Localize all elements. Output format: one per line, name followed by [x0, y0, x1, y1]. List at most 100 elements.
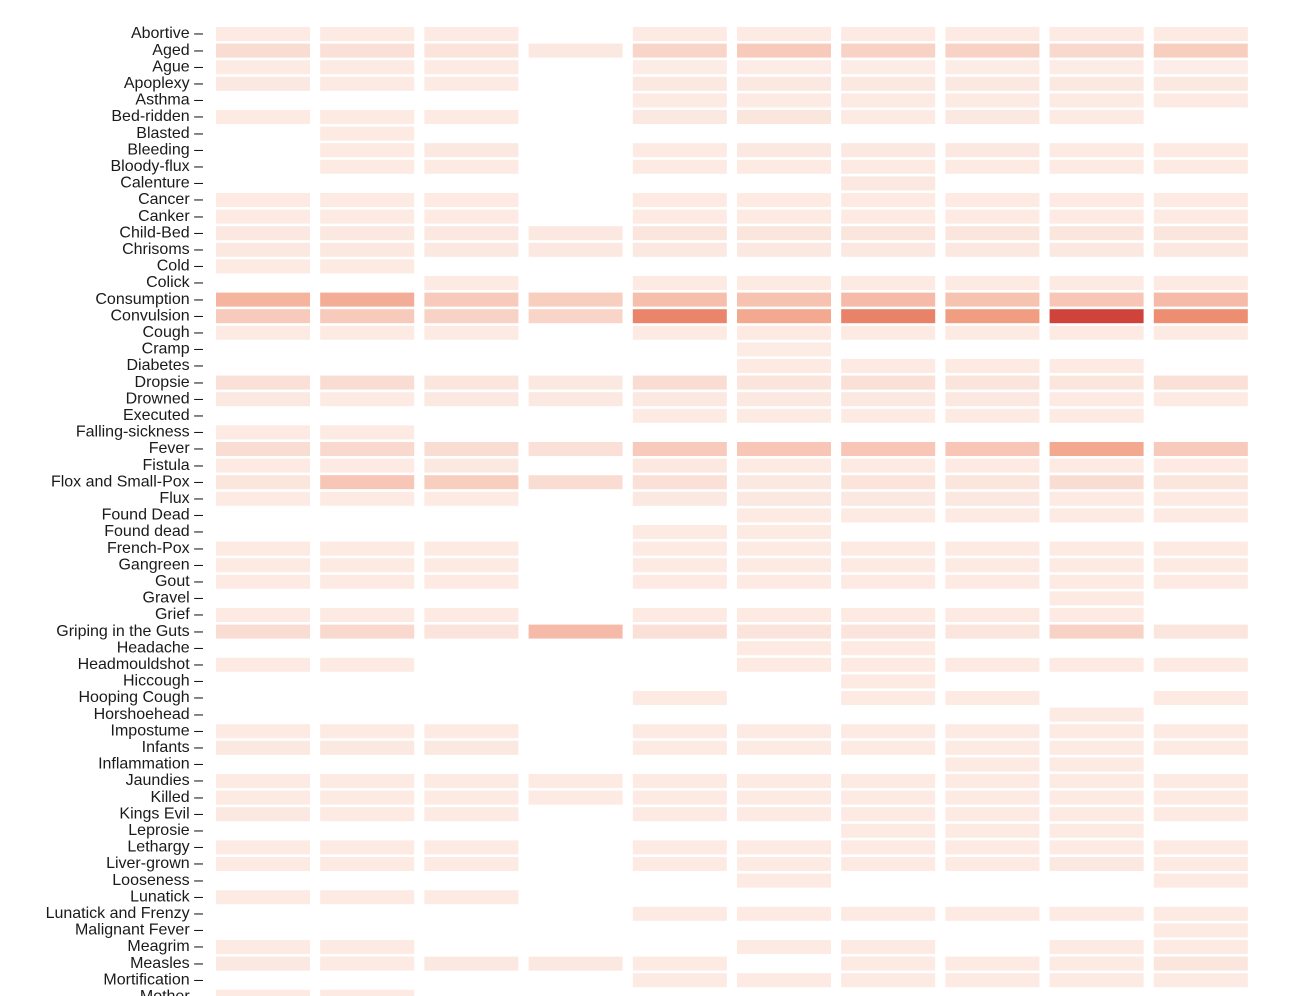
heatmap-cell	[945, 408, 1040, 423]
heatmap-cell	[737, 475, 831, 490]
heatmap-cell	[632, 541, 727, 556]
heatmap-cell	[841, 541, 936, 556]
row-label: Child-Bed –	[119, 224, 203, 241]
heatmap-cell	[320, 209, 415, 224]
heatmap-cell	[737, 940, 831, 954]
heatmap-cell	[528, 790, 623, 805]
heatmap-cell	[841, 691, 936, 705]
heatmap-cell	[320, 325, 415, 340]
heatmap-cell	[841, 857, 936, 871]
heatmap-cell	[841, 27, 936, 41]
heatmap-cell	[841, 823, 936, 838]
heatmap-cell	[632, 242, 727, 257]
heatmap-cell	[1153, 774, 1248, 788]
heatmap-cell	[216, 724, 310, 739]
heatmap-cell	[632, 608, 727, 622]
heatmap-cell	[945, 807, 1040, 822]
heatmap-cell	[1153, 458, 1248, 473]
heatmap-cell	[528, 226, 623, 241]
heatmap-cell	[737, 641, 831, 656]
row-label: Lunatick and Frenzy –	[46, 905, 204, 922]
heatmap-cell	[216, 325, 310, 340]
heatmap-cell	[1049, 707, 1144, 722]
heatmap-cell	[1153, 226, 1248, 241]
heatmap-cell	[1153, 541, 1248, 556]
heatmap-cell	[1153, 43, 1248, 58]
heatmap-cell	[216, 541, 310, 556]
heatmap-cell	[945, 491, 1040, 506]
heatmap-cell	[1049, 491, 1144, 506]
row-label: Kings Evil –	[119, 805, 203, 822]
heatmap-cell	[945, 691, 1040, 705]
heatmap-cell	[632, 790, 727, 805]
heatmap-cell	[1049, 242, 1144, 257]
row-label: Cramp –	[142, 341, 203, 358]
heatmap-cell	[737, 325, 831, 340]
heatmap-cell	[945, 193, 1040, 207]
heatmap-cell	[945, 226, 1040, 241]
heatmap-cell	[945, 558, 1040, 573]
heatmap-cell	[632, 292, 727, 307]
heatmap-cell	[216, 624, 310, 639]
heatmap-cell	[945, 657, 1040, 672]
row-label: Diabetes –	[127, 357, 204, 374]
row-label: Horshoehead –	[94, 706, 204, 723]
row-label: Bloody-flux –	[111, 158, 204, 175]
heatmap-cell	[1049, 724, 1144, 739]
heatmap-cell	[1153, 475, 1248, 490]
heatmap-cell	[320, 890, 415, 905]
heatmap-cell	[320, 574, 415, 589]
row-label: Dropsie –	[135, 374, 204, 391]
heatmap-cell	[424, 956, 519, 971]
heatmap-cell	[841, 790, 936, 805]
heatmap-cell	[216, 774, 310, 788]
heatmap-cell	[528, 442, 623, 456]
heatmap-cell	[632, 93, 727, 108]
row-label: Inflammation –	[98, 756, 203, 773]
heatmap-cell	[945, 508, 1040, 523]
heatmap-cell	[1153, 657, 1248, 672]
heatmap-cell	[632, 624, 727, 639]
heatmap-cell	[320, 558, 415, 573]
heatmap-cell	[1153, 375, 1248, 390]
heatmap-cell	[320, 624, 415, 639]
heatmap-cell	[632, 110, 727, 124]
heatmap-cell	[320, 774, 415, 788]
heatmap-cell	[632, 906, 727, 921]
heatmap-cell	[1153, 956, 1248, 971]
heatmap-cell	[945, 757, 1040, 772]
heatmap-cell	[632, 956, 727, 971]
heatmap-cell	[1049, 60, 1144, 75]
heatmap-cell	[1049, 624, 1144, 639]
heatmap-cell	[632, 43, 727, 58]
heatmap-cell	[1049, 392, 1144, 407]
heatmap-cell	[216, 807, 310, 822]
heatmap-cell	[737, 242, 831, 257]
heatmap-cell	[1049, 807, 1144, 822]
heatmap-cell	[945, 392, 1040, 407]
heatmap-cell	[320, 442, 415, 456]
row-label: Calenture –	[120, 175, 203, 192]
heatmap-cell	[632, 309, 727, 324]
row-label: Drowned –	[126, 390, 203, 407]
heatmap-cell	[945, 76, 1040, 91]
heatmap-cell	[528, 242, 623, 257]
heatmap-cell	[1049, 740, 1144, 755]
heatmap-cell	[216, 292, 310, 307]
heatmap-cell	[945, 242, 1040, 257]
heatmap-cell	[841, 558, 936, 573]
heatmap-cell	[945, 475, 1040, 490]
heatmap-cell	[841, 906, 936, 921]
heatmap-cell	[632, 558, 727, 573]
heatmap-cell	[216, 110, 310, 124]
heatmap-cell	[841, 807, 936, 822]
heatmap-cell	[216, 392, 310, 407]
heatmap-cell	[737, 309, 831, 324]
heatmap-cell	[1153, 558, 1248, 573]
heatmap-cell	[1153, 242, 1248, 257]
heatmap-cell	[841, 574, 936, 589]
heatmap-cell	[424, 624, 519, 639]
heatmap-cell	[216, 890, 310, 905]
heatmap-cell	[945, 823, 1040, 838]
row-label: Grief –	[155, 606, 203, 623]
